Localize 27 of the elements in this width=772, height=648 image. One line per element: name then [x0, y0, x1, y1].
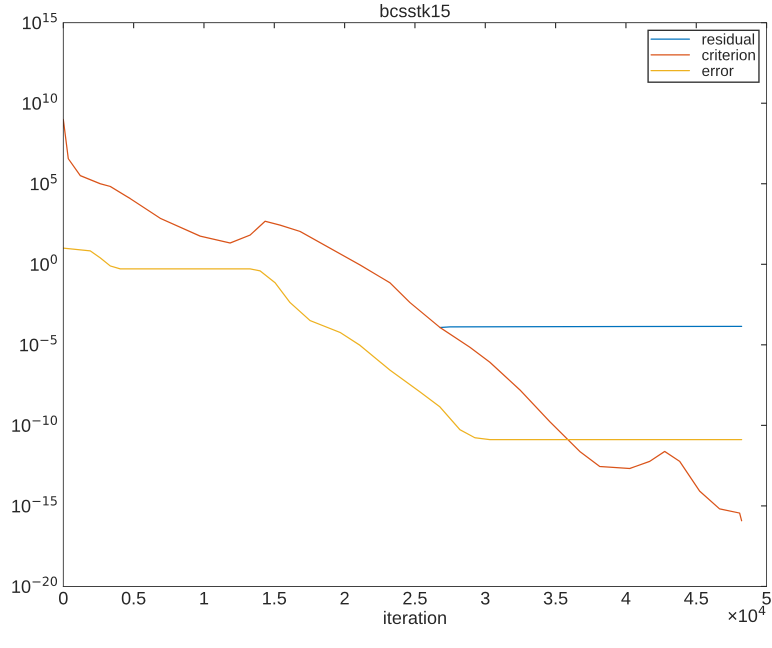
- y-tick-label: 10$^{−15}$: [12, 496, 57, 512]
- legend-label: error: [702, 68, 734, 76]
- x-tick-label: 2.5: [403, 592, 427, 605]
- y-tick-label: 10$^{5}$: [30, 174, 57, 190]
- x-tick-label: 1.5: [263, 592, 286, 605]
- x-tick-label: 3: [480, 592, 490, 605]
- y-tick-label: 10$^{−20}$: [12, 576, 58, 594]
- chart-title: bcsstk15: [380, 4, 450, 18]
- y-tick-label: 10$^{−10}$: [12, 415, 58, 432]
- x-tick-label: 4: [621, 592, 630, 604]
- x-tick-label: 0.5: [122, 592, 146, 605]
- line-series: [63, 248, 742, 440]
- x-axis-title: iteration: [384, 610, 446, 624]
- x-tick-label: 4.5: [684, 592, 708, 605]
- legend-label: criterion: [702, 49, 755, 60]
- y-tick-label: 10$^{0}$: [30, 254, 58, 271]
- y-tick-label: 10$^{10}$: [22, 93, 58, 110]
- x-tick-label: 0: [58, 592, 68, 605]
- line-series: [63, 118, 742, 522]
- y-tick-label: 10$^{−5}$: [20, 335, 57, 352]
- x-tick-label: 3.5: [544, 592, 568, 605]
- text: ×10$^{4}$: [728, 606, 766, 622]
- x-tick-label: 1: [200, 592, 208, 604]
- x-tick-label: 2: [340, 592, 349, 604]
- legend-label: residual: [702, 33, 754, 45]
- y-tick-label: 10$^{15}$: [22, 12, 57, 30]
- x-tick-label: 5: [762, 592, 771, 605]
